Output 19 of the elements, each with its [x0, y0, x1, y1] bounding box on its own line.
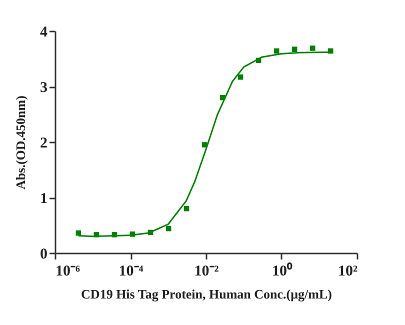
- y-tick-label: 2: [40, 136, 48, 152]
- y-tick-label: 3: [40, 80, 48, 96]
- point: [202, 142, 208, 148]
- x-axis-title: CD19 His Tag Protein, Human Conc.(μg/mL): [81, 286, 332, 302]
- point: [328, 48, 334, 54]
- point: [310, 46, 316, 51]
- point: [292, 46, 298, 52]
- x-tick-label: 10⁻²: [194, 264, 220, 280]
- point: [130, 231, 136, 237]
- y-tick-label: 1: [40, 191, 48, 207]
- y-tick-label: 0: [40, 246, 48, 262]
- point: [94, 232, 100, 238]
- x-tick-label: 10⁻⁶: [56, 264, 80, 280]
- x-tick-label: 10⁰: [272, 262, 293, 280]
- point: [112, 232, 118, 238]
- x-tick-label: 10⁻⁴: [118, 264, 144, 280]
- x-tick-label: 10²: [338, 264, 358, 280]
- y-axis-title: Abs.(OD.450nm): [13, 96, 28, 190]
- y-tick-label: 4: [40, 24, 48, 40]
